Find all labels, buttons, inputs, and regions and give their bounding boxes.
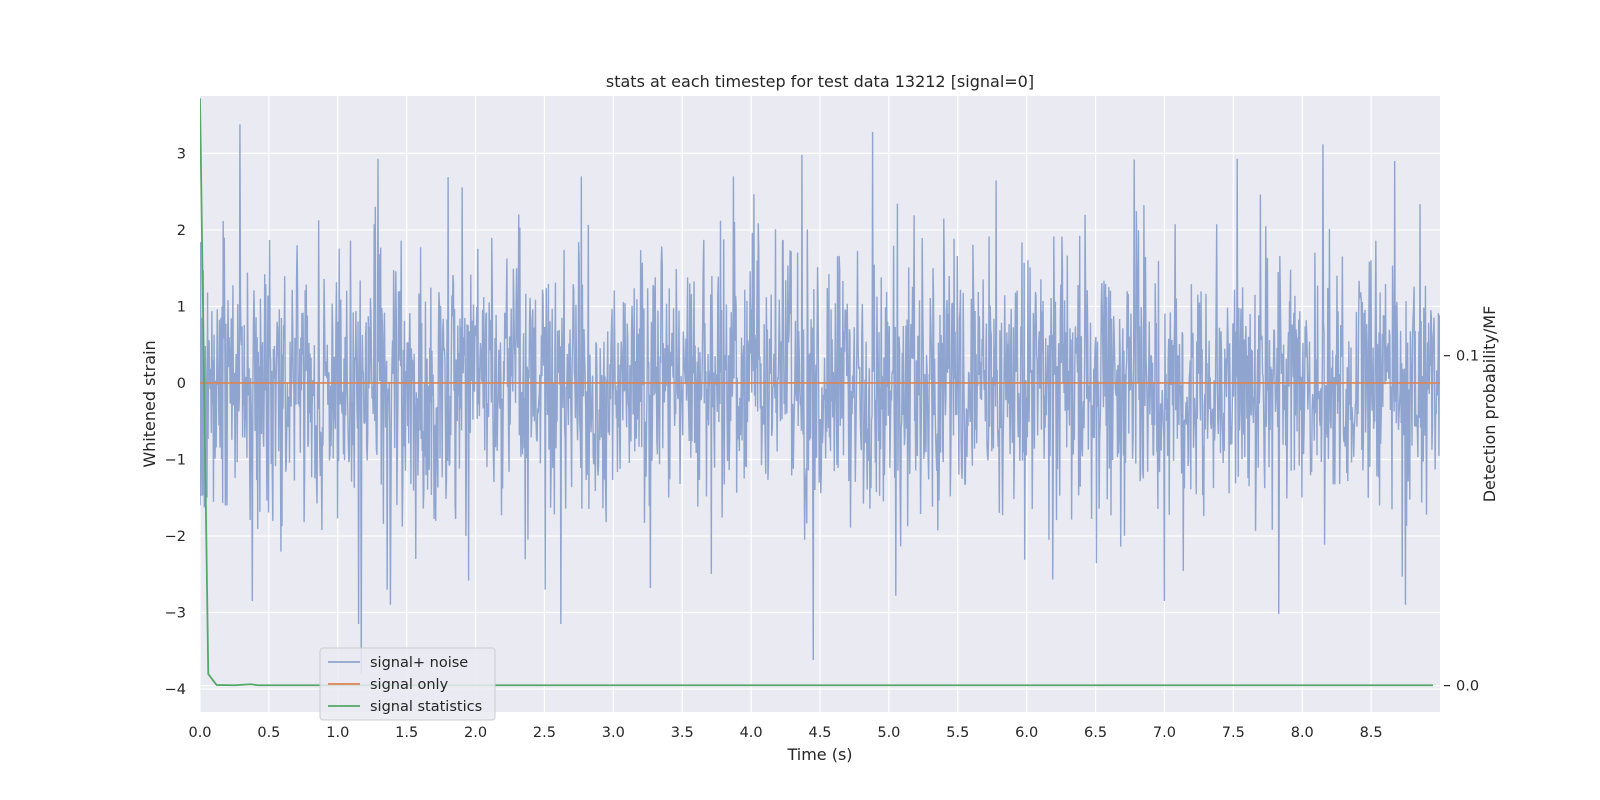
legend-box xyxy=(319,647,496,721)
y2-tick-label: 0.1 xyxy=(1456,349,1479,365)
x-tick-label: 5.5 xyxy=(946,725,969,741)
y-tick-label: 3 xyxy=(177,146,186,162)
y-tick-label: −3 xyxy=(165,606,186,622)
y2-axis-label: Detection probability/MF xyxy=(1480,306,1499,503)
x-tick-label: 2.5 xyxy=(533,725,556,741)
x-tick-label: 1.5 xyxy=(395,725,418,741)
y-tick-label: 2 xyxy=(177,223,186,239)
x-tick-label: 8.5 xyxy=(1360,725,1383,741)
chart-title: stats at each timestep for test data 132… xyxy=(606,72,1034,91)
y-tick-label: −2 xyxy=(165,529,186,545)
y-tick-label: 1 xyxy=(177,299,186,315)
series-signal-statistics-line xyxy=(200,98,1434,687)
x-tick-label: 6.5 xyxy=(1084,725,1107,741)
y-tick-label: −1 xyxy=(165,452,186,468)
x-tick-label: 7.0 xyxy=(1153,725,1176,741)
x-tick-label: 4.0 xyxy=(740,725,763,741)
legend-label-signal-only: signal only xyxy=(370,677,449,693)
y-axis-label: Whitened strain xyxy=(140,340,159,467)
x-tick-label: 4.5 xyxy=(808,725,831,741)
legend-label-signal-noise: signal+ noise xyxy=(370,655,468,671)
x-tick-label: 6.0 xyxy=(1015,725,1038,741)
y2-axis-ticks: 0.1 0.0 xyxy=(1444,349,1479,695)
x-tick-label: 3.5 xyxy=(671,725,694,741)
x-tick-label: 1.0 xyxy=(326,725,349,741)
x-tick-label: 2.0 xyxy=(464,725,487,741)
x-axis-ticks: 0.0 0.5 1.0 1.5 2.0 2.5 3.0 3.5 4.0 4.5 5.0 5.5 6.0 6… xyxy=(188,725,1382,741)
x-tick-label: 0.0 xyxy=(188,725,211,741)
y2-tick-label: 0.0 xyxy=(1456,679,1479,695)
legend: signal+ noise signal only signal statist… xyxy=(319,647,496,721)
series-signal-noise-line xyxy=(200,124,1440,674)
x-axis-label: Time (s) xyxy=(786,745,852,764)
x-tick-label: 8.0 xyxy=(1291,725,1314,741)
x-tick-label: 3.0 xyxy=(602,725,625,741)
x-tick-label: 0.5 xyxy=(257,725,280,741)
series-layer xyxy=(200,98,1440,687)
legend-label-signal-statistics: signal statistics xyxy=(370,699,482,715)
y-axis-ticks: 3 2 1 0 −1 −2 −3 −4 xyxy=(165,146,186,698)
y-tick-label: 0 xyxy=(177,376,186,392)
x-tick-label: 5.0 xyxy=(877,725,900,741)
x-tick-label: 7.5 xyxy=(1222,725,1245,741)
y-tick-label: −4 xyxy=(165,682,186,698)
